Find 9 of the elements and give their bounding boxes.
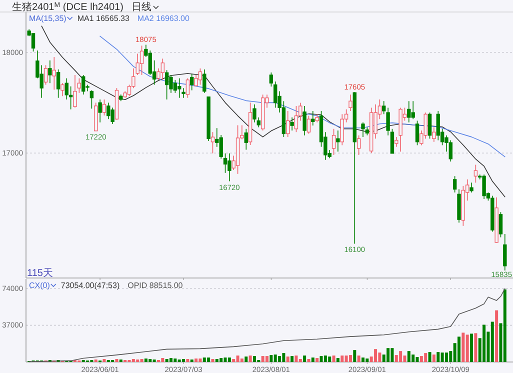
annotation: 73054.00(47:53) (60, 281, 120, 290)
text: OPID 88515.00 (128, 281, 184, 290)
chart-title: 生猪2401$^{M}$ (DCE lh2401) (12, 1, 124, 13)
text: MA2 16963.00 (137, 14, 190, 23)
text: MA1 16565.33 (77, 14, 130, 23)
legend-title: MA(15,35) (29, 14, 67, 23)
chart-subtitle: 日线 (131, 1, 152, 13)
annotation: 115天 (27, 268, 53, 279)
legend-title: CX(0) (29, 281, 50, 290)
